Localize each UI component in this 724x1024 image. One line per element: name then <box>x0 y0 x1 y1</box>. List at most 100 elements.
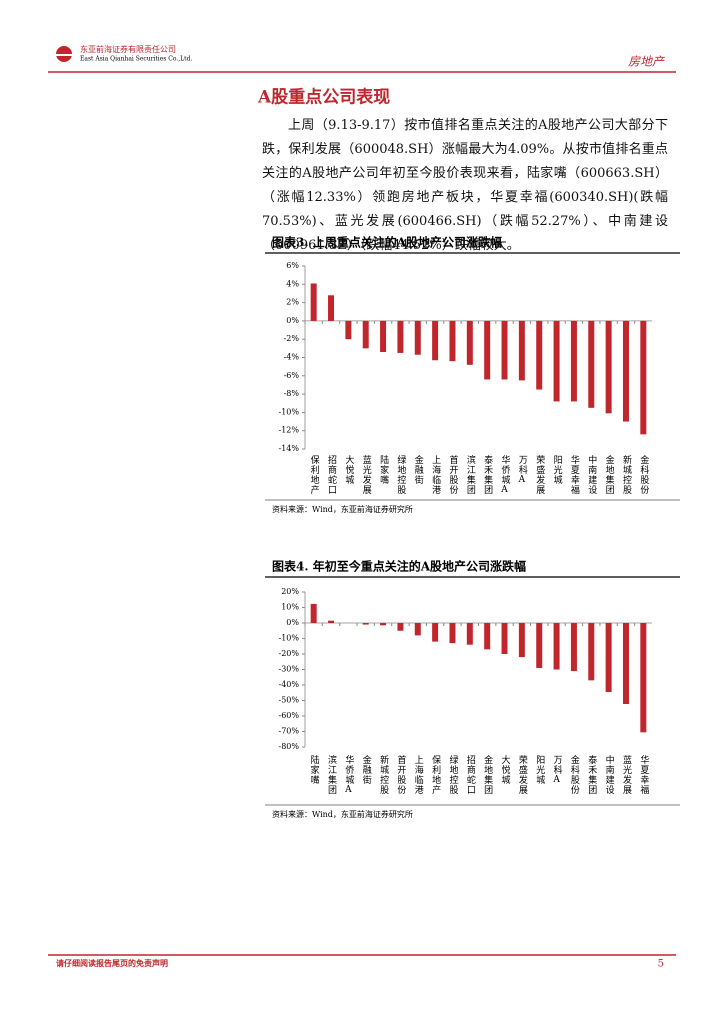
x-tick-label: 绿地控股 <box>447 754 458 795</box>
x-tick-label: 荣盛发展 <box>517 754 528 795</box>
x-tick-label: 金地集团 <box>482 754 493 795</box>
x-tick-label: 蓝光发展 <box>621 754 632 795</box>
bar <box>380 320 387 353</box>
y-tick-label: -10% <box>279 634 300 643</box>
y-tick-label: -20% <box>279 649 300 658</box>
x-tick-label: 首开股份 <box>447 454 458 495</box>
x-tick-label: 首开股份 <box>395 754 406 795</box>
x-tick-label: 万科A <box>517 455 528 486</box>
x-tick-label: 华夏幸福 <box>638 754 649 795</box>
bar <box>432 320 439 361</box>
y-tick-label: -6% <box>284 371 300 380</box>
bar <box>501 623 508 654</box>
bar <box>518 623 525 658</box>
bar <box>570 320 577 402</box>
bar <box>605 623 612 693</box>
bar <box>536 320 543 390</box>
bar <box>484 623 491 650</box>
x-tick-label: 绿地控股 <box>395 454 406 495</box>
bar <box>362 623 369 625</box>
bar <box>414 320 421 355</box>
bar <box>449 623 456 644</box>
y-tick-label: -8% <box>284 389 300 398</box>
y-tick-label: -40% <box>279 680 300 689</box>
x-tick-label: 滨江集团 <box>326 754 337 795</box>
x-tick-label: 新城控股 <box>378 754 389 795</box>
x-tick-label: 金科股份 <box>569 754 580 795</box>
bar <box>310 603 317 623</box>
bar <box>414 623 421 636</box>
bar <box>449 320 456 362</box>
bar <box>605 320 612 414</box>
page-number: 5 <box>658 959 664 970</box>
x-tick-label: 蓝光发展 <box>361 454 372 495</box>
bar <box>588 320 595 408</box>
y-tick-label: -60% <box>279 711 300 720</box>
bar <box>432 623 439 642</box>
x-tick-label: 金科股份 <box>638 454 649 495</box>
y-tick-label: -80% <box>279 742 300 751</box>
x-tick-label: 万科A <box>552 755 563 786</box>
bar <box>328 620 335 623</box>
y-tick-label: -14% <box>279 444 300 453</box>
x-tick-label: 新城控股 <box>621 454 632 495</box>
x-tick-label: 泰禾集团 <box>586 754 597 795</box>
y-tick-label: 10% <box>281 603 299 612</box>
x-tick-label: 招商蛇口 <box>326 454 337 495</box>
bar <box>622 320 629 422</box>
bar <box>622 623 629 705</box>
logo-stripe <box>56 54 72 56</box>
y-tick-label: 0% <box>286 316 299 325</box>
paragraph: 上周（9.13-9.17）按市值排名重点关注的A股地产公司大部分下跌，保利发展（… <box>262 118 668 253</box>
x-tick-label: 金地集团 <box>604 454 615 495</box>
section-title: A股重点公司表现 <box>257 87 390 108</box>
x-tick-label: 大悦城 <box>343 454 354 485</box>
y-tick-label: -50% <box>279 696 300 705</box>
x-tick-label: 陆家嘴 <box>378 454 389 485</box>
x-tick-label: 华侨城A <box>500 454 511 496</box>
source: 资料来源：Wind，东亚前海证券研究所 <box>272 809 413 819</box>
bar <box>553 320 560 402</box>
bar <box>310 283 317 321</box>
x-tick-label: 滨江集团 <box>465 454 476 495</box>
x-tick-label: 中南建设 <box>604 754 615 795</box>
y-tick-label: -2% <box>284 334 300 343</box>
bar <box>484 320 491 380</box>
x-tick-label: 保利地产 <box>309 454 320 495</box>
bar <box>536 623 543 668</box>
y-tick-label: -70% <box>279 727 300 736</box>
y-tick-label: 6% <box>286 261 299 270</box>
x-tick-label: 阳光城 <box>534 755 545 785</box>
x-tick-label: 华夏幸福 <box>569 454 580 495</box>
bar <box>397 320 404 353</box>
x-tick-label: 金融街 <box>413 454 424 485</box>
bar <box>570 623 577 672</box>
x-tick-label: 华侨城A <box>343 754 354 796</box>
bar <box>501 320 508 380</box>
x-tick-label: 陆家嘴 <box>309 754 320 785</box>
x-tick-label: 招商蛇口 <box>465 754 476 795</box>
bar <box>588 623 595 681</box>
y-tick-label: -12% <box>279 426 300 435</box>
disclaimer: 请仔细阅读报告尾页的免责声明 <box>56 958 168 968</box>
x-tick-label: 泰禾集团 <box>482 454 493 495</box>
y-tick-label: -10% <box>279 407 300 416</box>
bar <box>518 320 525 381</box>
y-tick-label: -4% <box>284 353 300 362</box>
bar <box>397 623 404 631</box>
bar <box>362 320 369 349</box>
bar <box>328 295 335 321</box>
y-tick-label: 0% <box>286 618 299 627</box>
bar <box>640 320 647 435</box>
x-tick-label: 中南建设 <box>586 454 597 495</box>
y-tick-label: 4% <box>286 279 299 288</box>
bar <box>640 623 647 733</box>
bar <box>345 320 352 340</box>
x-tick-label: 阳光城 <box>552 455 563 485</box>
x-tick-label: 大悦城 <box>500 754 511 785</box>
x-tick-label: 保利地产 <box>430 754 441 795</box>
sector: 房地产 <box>628 55 665 69</box>
source: 资料来源：Wind，东亚前海证券研究所 <box>272 504 413 514</box>
